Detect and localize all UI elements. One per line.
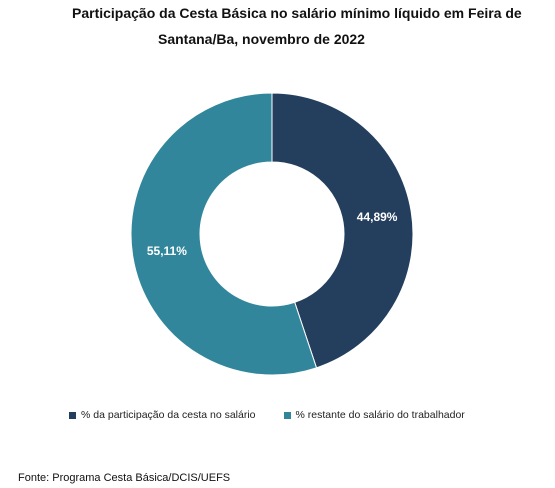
- donut-slice-participacao: [271, 92, 414, 369]
- legend-swatch-participacao: [69, 411, 76, 419]
- chart-title-line-2: Santana/Ba, novembro de 2022: [158, 31, 365, 47]
- legend-item-participacao: % da participação da cesta no salário: [69, 409, 256, 421]
- donut-slice-restante: [130, 92, 318, 376]
- legend-item-restante: % restante do salário do trabalhador: [283, 409, 465, 421]
- legend-swatch-restante: [283, 411, 291, 419]
- legend-label-restante: % restante do salário do trabalhador: [295, 409, 465, 421]
- data-label-participacao: 44,89%: [357, 210, 398, 224]
- donut-chart: 44,89% 55,11%: [130, 92, 414, 376]
- data-label-restante: 55,11%: [147, 244, 187, 258]
- legend-label-participacao: % da participação da cesta no salário: [81, 409, 256, 421]
- chart-legend: % da participação da cesta no salário % …: [69, 409, 493, 421]
- chart-title-line-1: Participação da Cesta Básica no salário …: [72, 5, 522, 21]
- source-note: Fonte: Programa Cesta Básica/DCIS/UEFS: [18, 472, 231, 484]
